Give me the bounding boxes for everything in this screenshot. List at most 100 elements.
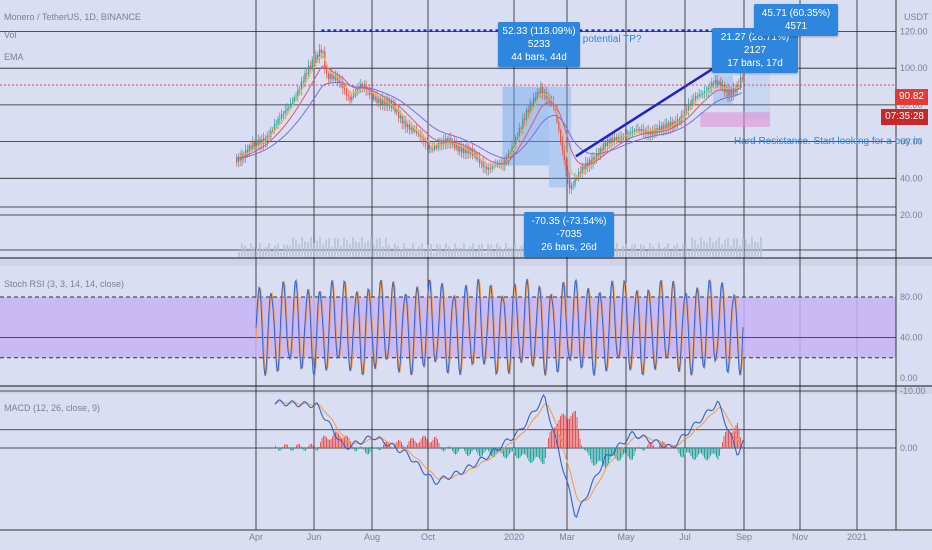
candle-body (668, 122, 670, 129)
volume-bar (289, 245, 291, 257)
volume-bar (745, 239, 747, 257)
candle-body (342, 81, 344, 89)
macd-histogram-bar (321, 438, 323, 448)
macd-histogram-bar (350, 441, 351, 448)
candle-body (686, 109, 688, 111)
potential-tp-note[interactable]: H, potential TP? (570, 34, 642, 45)
candle-body (344, 88, 346, 90)
candle-body (455, 144, 457, 149)
volume-bar (472, 243, 474, 257)
volume-indicator-label[interactable]: Vol (4, 30, 17, 40)
measure-box-2[interactable]: -70.35 (-73.54%) -7035 26 bars, 26d (524, 212, 614, 257)
candle-body (457, 144, 459, 152)
candle-body (331, 73, 333, 80)
macd-histogram-bar (729, 432, 731, 448)
macd-histogram-bar (411, 437, 413, 448)
stoch-rsi-title[interactable]: Stoch RSI (3, 3, 14, 14, close) (4, 279, 125, 289)
candle-body (576, 178, 578, 180)
volume-bar (400, 249, 402, 257)
volume-bar (415, 249, 417, 257)
macd-histogram-bar (638, 446, 639, 448)
macd-histogram-bar (528, 448, 530, 462)
candle-body (329, 73, 331, 80)
volume-bar (622, 245, 624, 257)
macd-histogram-bar (581, 445, 582, 448)
y-tick-label: 60.00 (900, 137, 923, 147)
candle-body (356, 89, 358, 93)
volume-bar (277, 243, 279, 257)
candle-body (423, 138, 425, 141)
candle-body (543, 92, 546, 95)
volume-bar (493, 251, 495, 257)
resistance-note[interactable]: Hard Resistance. Start looking for a buy… (734, 136, 922, 147)
candle-body (594, 157, 596, 162)
macd-histogram-bar (698, 448, 699, 455)
macd-histogram-bar (410, 438, 411, 448)
candle-body (666, 122, 668, 130)
candle-body (603, 142, 605, 152)
macd-histogram-bar (504, 448, 506, 459)
candle-body (349, 96, 351, 101)
macd-histogram-bar (419, 441, 420, 448)
volume-bar (619, 249, 621, 257)
macd-histogram-bar (506, 448, 507, 459)
candle-body (459, 146, 461, 152)
macd-histogram-bar (503, 448, 504, 457)
macd-histogram-bar (681, 448, 683, 458)
candle-body (273, 124, 276, 131)
candle-body (529, 103, 531, 113)
x-tick-label: Apr (249, 532, 263, 542)
macd-histogram-bar (708, 448, 710, 459)
macd-histogram-bar (291, 448, 293, 452)
volume-bar (355, 241, 357, 257)
candle-body (569, 178, 571, 189)
candle-body (327, 73, 330, 80)
macd-histogram-bar (495, 448, 497, 455)
macd-histogram-bar (437, 439, 438, 448)
macd-histogram-bar (465, 448, 467, 454)
candle-body (522, 118, 524, 129)
stoch-rsi-band (0, 297, 896, 358)
macd-histogram-bar (633, 448, 635, 456)
macd-histogram-bar (701, 448, 702, 454)
candle-body (421, 136, 423, 139)
candle-body (308, 65, 310, 74)
macd-histogram-bar (573, 411, 575, 448)
macd-histogram-bar (548, 437, 549, 448)
candle-body (684, 109, 686, 117)
volume-bar (352, 237, 354, 257)
macd-histogram-bar (522, 448, 524, 455)
candle-body (282, 113, 285, 115)
macd-histogram-bar (474, 448, 476, 450)
volume-bar (637, 252, 639, 257)
volume-bar (298, 244, 300, 257)
macd-title[interactable]: MACD (12, 26, close, 9) (4, 403, 101, 413)
candle-body (520, 127, 522, 129)
candle-body (293, 97, 295, 103)
macd-histogram-bar (734, 428, 735, 448)
volume-bar (751, 237, 753, 257)
macd-histogram-bar (399, 440, 401, 448)
measure-box-3[interactable]: 21.27 (28.71%) 2127 17 bars, 17d (712, 28, 798, 73)
macd-histogram-bar (464, 448, 465, 451)
macd-histogram-bar (312, 445, 314, 448)
candle-body (605, 142, 607, 147)
ema-indicator-label[interactable]: EMA (4, 52, 24, 62)
measure-box-1[interactable]: 52.33 (118.09%) 5233 44 bars, 44d (498, 22, 580, 67)
macd-histogram-bar (338, 433, 339, 448)
candle-body (547, 96, 549, 99)
macd-histogram-bar (599, 448, 600, 461)
macd-histogram-bar (686, 448, 687, 453)
macd-histogram-bar (357, 448, 359, 450)
candle-body (435, 146, 438, 148)
macd-histogram-bar (300, 446, 302, 448)
candle-body (398, 109, 400, 119)
macd-histogram-bar (549, 431, 551, 448)
volume-bar (403, 243, 405, 257)
measure-box-4[interactable]: 45.71 (60.35%) 4571 (754, 4, 838, 36)
candle-body (432, 148, 434, 150)
macd-histogram-bar (329, 439, 330, 448)
candle-body (372, 93, 375, 100)
macd-histogram-bar (458, 448, 459, 452)
